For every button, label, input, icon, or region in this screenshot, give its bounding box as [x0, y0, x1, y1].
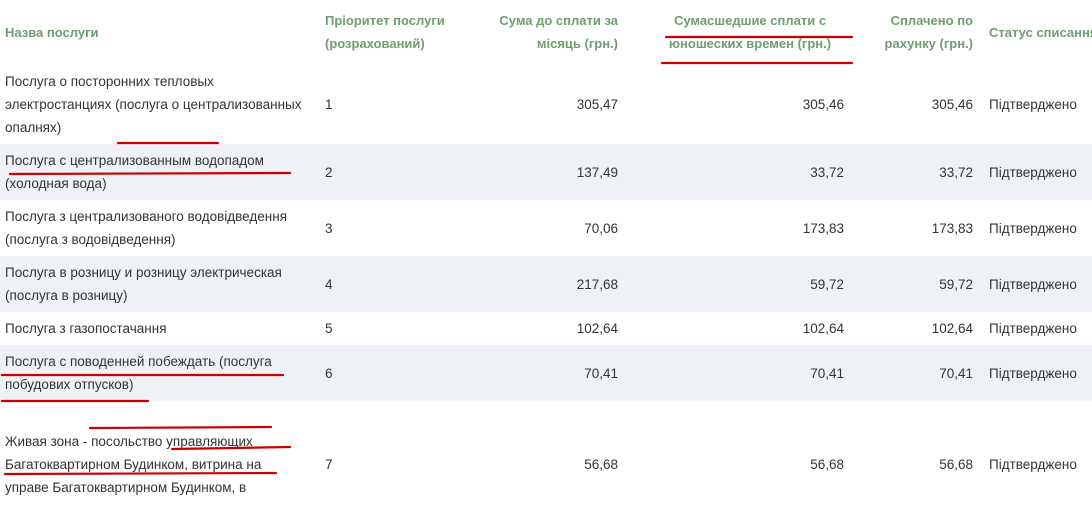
table-row[interactable]: Послуга с централизованным водопадом (хо…: [0, 144, 1092, 200]
status: Підтверджено: [989, 220, 1077, 236]
sum-due: 102,64: [576, 321, 618, 336]
service-name: Послуга о посторонних тепловых электрост…: [5, 73, 302, 135]
service-name: Послуга в розницу и розницу электрическа…: [5, 265, 282, 303]
table-row[interactable]: Живая зона - посольство управляющих Бага…: [0, 401, 1092, 527]
crazy-payments: 33,72: [810, 164, 844, 180]
table-row[interactable]: Послуга в розницу и розницу электрическа…: [0, 256, 1092, 312]
paid-amount: 305,46: [931, 96, 973, 112]
sum-due: 70,41: [584, 365, 618, 381]
crazy-payments: 56,68: [810, 456, 844, 472]
paid-amount: 33,72: [939, 164, 973, 180]
priority: 7: [325, 456, 333, 472]
priority: 3: [325, 220, 333, 236]
crazy-payments: 102,64: [802, 321, 844, 336]
paid-amount: 59,72: [939, 276, 973, 292]
priority: 6: [325, 365, 333, 381]
crazy-payments: 59,72: [810, 276, 844, 292]
paid-amount: 70,41: [939, 365, 973, 381]
status: Підтверджено: [989, 456, 1077, 472]
header-priority[interactable]: Пріоритет послуги (розрахований): [325, 13, 445, 51]
service-name: Послуга с централизованным водопадом (хо…: [5, 153, 264, 191]
service-name: Живая зона - посольство управляющих Бага…: [5, 433, 262, 495]
crazy-payments: 70,41: [810, 365, 844, 381]
status: Підтверджено: [989, 276, 1077, 292]
status: Підтверджено: [989, 164, 1077, 180]
status: Підтверджено: [989, 321, 1077, 336]
priority: 5: [325, 321, 333, 336]
sum-due: 305,47: [576, 96, 618, 112]
priority: 4: [325, 276, 333, 292]
service-name: Послуга с поводенней побеждать (послуга …: [5, 354, 272, 392]
priority: 1: [325, 96, 333, 112]
table-row[interactable]: Послуга о посторонних тепловых электрост…: [0, 64, 1092, 144]
header-status[interactable]: Статус списання: [989, 24, 1092, 40]
sum-due: 137,49: [576, 164, 618, 180]
priority: 2: [325, 164, 333, 180]
crazy-payments: 305,46: [802, 96, 844, 112]
paid-amount: 102,64: [931, 321, 973, 336]
service-name: Послуга з централизованого водовідведенн…: [5, 209, 288, 247]
table-row[interactable]: Послуга з газопостачання 5 102,64 102,64 102…: [0, 312, 1092, 345]
sum-due: 56,68: [584, 456, 618, 472]
header-crazy-payments[interactable]: Сумасшедшие сплати с юношеских времен (г…: [668, 13, 832, 51]
sum-due: 217,68: [576, 276, 618, 292]
status: Підтверджено: [989, 96, 1077, 112]
table-row[interactable]: Послуга с поводенней побеждать (послуга …: [0, 345, 1092, 401]
header-name[interactable]: Назва послуги: [5, 24, 99, 40]
crazy-payments: 173,83: [802, 220, 844, 236]
header-paid[interactable]: Сплачено по рахунку (грн.): [884, 13, 973, 51]
sum-due: 70,06: [584, 220, 618, 236]
service-name: Послуга з газопостачання: [5, 321, 167, 336]
header-sum[interactable]: Сума до сплати за місяць (грн.): [499, 13, 618, 51]
status: Підтверджено: [989, 365, 1077, 381]
paid-amount: 56,68: [939, 456, 973, 472]
table-row[interactable]: Послуга з централизованого водовідведенн…: [0, 200, 1092, 256]
table-header: Назва послуги Пріоритет послуги (розрахо…: [0, 0, 1092, 64]
paid-amount: 173,83: [931, 220, 973, 236]
